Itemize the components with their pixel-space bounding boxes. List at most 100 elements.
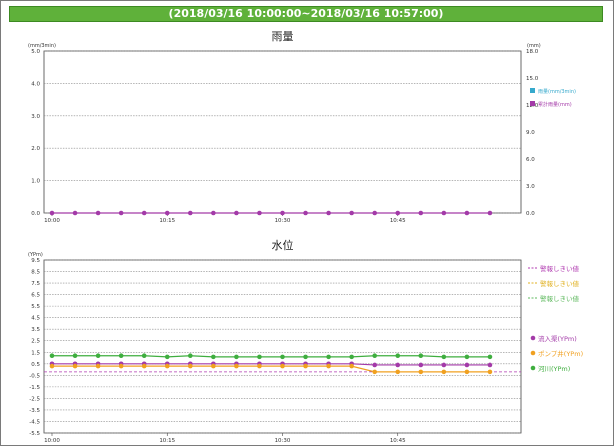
data-point [95,353,101,359]
data-point [303,363,308,369]
data-point [395,362,401,368]
data-point [188,210,193,216]
data-point [280,354,285,360]
plot-frame [43,50,522,214]
data-point [395,353,401,359]
y-tick-label: 0.0 [31,211,40,217]
data-point [49,210,55,216]
legend-label: 累計雨量(mm) [538,101,572,108]
y-tick-label: 7.5 [31,281,40,287]
data-point [487,362,493,368]
data-point [280,363,285,369]
data-point [280,210,285,216]
data-point [418,369,424,375]
y-tick-label: -2.5 [29,396,40,402]
legend-label: 警報しきい値 [540,279,580,288]
y-tick-label: 4.5 [31,316,40,322]
data-point [141,210,147,216]
y2-tick-label: 9.0 [526,130,535,136]
data-point [234,210,239,216]
y-tick-label: -0.5 [29,373,40,379]
y-tick-label: 4.0 [31,81,40,87]
data-point [464,369,470,375]
chart-title: 水位 [272,238,294,252]
data-point [464,354,470,360]
y-tick-label: 3.5 [31,327,40,333]
data-point [372,353,378,359]
data-point [164,363,170,369]
data-point [326,210,331,216]
y-tick-label: -3.5 [29,408,40,414]
y-tick-label: 1.5 [31,350,40,356]
date-range-header: (2018/03/16 10:00:00~2018/03/16 10:57:00… [9,6,603,22]
y-tick-label: 2.0 [31,146,40,152]
data-point [257,354,262,360]
x-tick-label: 10:30 [275,438,291,444]
y-tick-label: 2.5 [31,339,40,345]
data-point [164,210,170,216]
left-unit-label: (YPm) [28,252,43,258]
data-point [211,210,216,216]
right-unit-label: (mm) [527,43,541,49]
legend-label: ポンプ井(YPm) [538,349,583,358]
data-point [211,354,216,360]
data-point [487,369,493,375]
data-point [234,354,239,360]
x-tick-label: 10:45 [390,438,406,444]
y-tick-label: 5.5 [31,304,40,310]
data-point [303,210,308,216]
legend-swatch [530,88,535,93]
data-point [118,363,124,369]
data-point [372,210,378,216]
legend-label: 警報しきい値 [540,294,580,303]
x-tick-label: 10:00 [44,218,60,224]
x-tick-label: 10:00 [44,438,60,444]
x-tick-label: 10:45 [390,218,406,224]
data-point [95,363,101,369]
series-line [52,363,490,366]
data-point [257,210,262,216]
y2-tick-label: 18.0 [526,49,539,55]
x-tick-label: 10:15 [159,438,175,444]
date-range-text: (2018/03/16 10:00:00~2018/03/16 10:57:00… [168,7,444,20]
data-point [164,354,170,360]
data-point [441,369,447,375]
data-point [95,210,101,216]
data-point [349,363,354,369]
y-tick-label: 9.5 [31,258,40,264]
data-point [349,210,354,216]
y2-tick-label: 6.0 [526,157,535,163]
data-point [326,354,331,360]
left-unit-label: (mm/3min) [28,43,56,49]
data-point [211,363,216,369]
plot-frame [43,259,522,434]
series-line [52,355,490,358]
x-tick-label: 10:30 [275,218,291,224]
y-tick-label: 6.5 [31,293,40,299]
series-line [52,365,490,373]
data-point [418,362,424,368]
data-point [257,363,262,369]
legend-label: 河川(YPm) [538,365,570,373]
legend-label: 警報しきい値 [540,264,580,273]
y-tick-label: 0.5 [31,362,40,368]
data-point [372,362,378,368]
legend-swatch [530,101,535,106]
data-point [326,363,331,369]
data-point [464,210,470,216]
data-point [418,353,424,359]
legend-marker [530,350,536,356]
y-tick-label: 8.5 [31,270,40,276]
data-point [72,353,78,359]
data-point [441,362,447,368]
y2-tick-label: 3.0 [526,184,535,190]
data-point [441,354,447,360]
data-point [72,210,78,216]
data-point [487,354,493,360]
y-tick-label: 5.0 [31,49,40,55]
y-tick-label: -4.5 [29,419,40,425]
data-point [141,353,147,359]
data-point [441,210,447,216]
